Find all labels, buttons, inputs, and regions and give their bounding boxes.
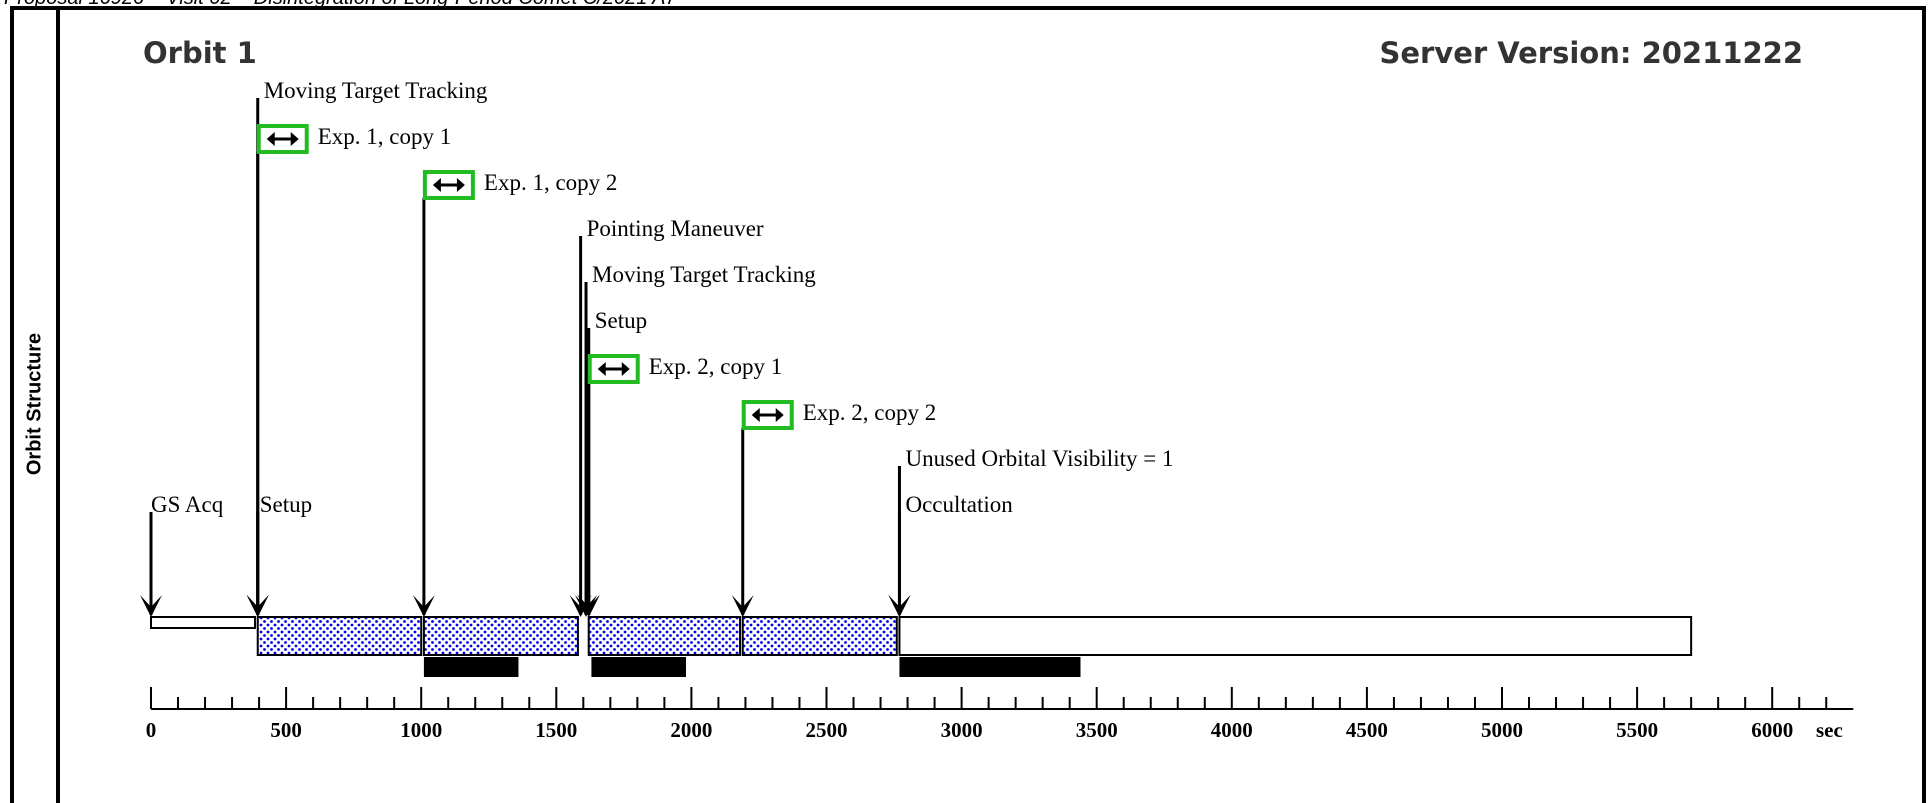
event-label: Moving Target Tracking [264, 78, 488, 103]
axis-tick-label: 1000 [400, 718, 442, 742]
exposure-icon [587, 354, 640, 384]
exposure-icon-right-head [456, 178, 465, 192]
event-label: Setup [595, 308, 647, 333]
timeline-segment-exposure [741, 616, 898, 656]
event-label: Exp. 2, copy 1 [649, 354, 783, 379]
event-arrowhead [577, 595, 600, 617]
exposure-icon-left-head [751, 408, 760, 422]
occupancy-bar [591, 657, 686, 677]
axis-tick-label: 2000 [670, 718, 712, 742]
event-arrowhead [246, 595, 269, 617]
orbit-panel-frame [10, 6, 1926, 803]
event-arrowhead [412, 595, 435, 617]
timeline-segment [150, 616, 257, 629]
event-label: Exp. 1, copy 2 [484, 170, 618, 195]
occupancy-bar [899, 657, 1081, 677]
exposure-icon-left-head [597, 362, 606, 376]
axis-tick-label: 2500 [806, 718, 848, 742]
timeline-segment-exposure [422, 616, 579, 656]
exposure-icon-right-head [775, 408, 784, 422]
occupancy-bar [423, 657, 519, 677]
event-label: Setup [260, 492, 312, 517]
axis-tick-label: 5000 [1481, 718, 1523, 742]
event-arrowhead [575, 595, 598, 617]
exposure-icon-right-head [290, 132, 299, 146]
event-label: GS Acq [151, 492, 224, 517]
event-label: Moving Target Tracking [592, 262, 816, 287]
exposure-icon-left-head [266, 132, 275, 146]
event-arrowhead [888, 595, 911, 617]
axis-tick-label: 5500 [1616, 718, 1658, 742]
exposure-icon-right-head [621, 362, 630, 376]
axis-tick-label: 1500 [535, 718, 577, 742]
visit-caption: Proposal 16926 – Visit 02 – Disintegrati… [4, 0, 677, 10]
axis-tick-label: 6000 [1751, 718, 1793, 742]
event-label: Exp. 2, copy 2 [803, 400, 937, 425]
timeline-segment-exposure [256, 616, 423, 656]
timeline-segment-exposure [587, 616, 742, 656]
axis-tick-label: 4000 [1211, 718, 1253, 742]
event-label: Unused Orbital Visibility = 1 [905, 446, 1173, 471]
exposure-icon [422, 170, 475, 200]
event-label: Occultation [905, 492, 1013, 517]
axis-tick-label: 4500 [1346, 718, 1388, 742]
axis-tick-label: 0 [146, 718, 157, 742]
event-arrowhead [731, 595, 754, 617]
exposure-icon [741, 400, 794, 430]
exposure-icon-left-head [432, 178, 441, 192]
event-arrowhead [569, 595, 592, 617]
event-label: Exp. 1, copy 1 [318, 124, 452, 149]
timeline-segment [898, 616, 1693, 656]
orbit-title: Orbit 1 [143, 36, 257, 70]
event-label: Pointing Maneuver [587, 216, 764, 241]
axis-tick-label: 3500 [1076, 718, 1118, 742]
exposure-icon [256, 124, 309, 154]
panel-divider [56, 6, 60, 803]
axis-tick-label: 500 [270, 718, 302, 742]
server-version: Server Version: 20211222 [1379, 36, 1803, 70]
axis-unit-label: sec [1816, 718, 1843, 742]
axis-tick-label: 3000 [941, 718, 983, 742]
event-arrowhead [140, 595, 162, 617]
